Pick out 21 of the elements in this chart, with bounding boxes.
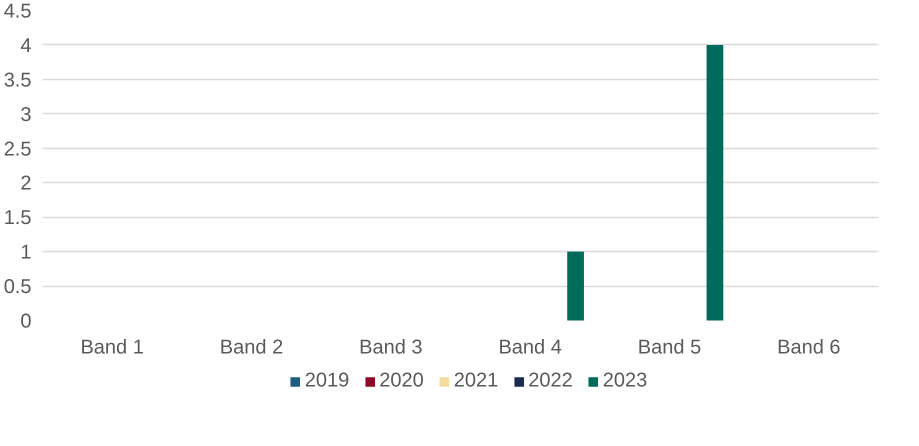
legend-label: 2022 bbox=[528, 370, 573, 392]
legend-label: 2020 bbox=[379, 370, 424, 392]
y-tick-label: 1.5 bbox=[4, 207, 32, 230]
x-tick-label: Band 5 bbox=[638, 336, 702, 358]
y-tick-label: 3.5 bbox=[4, 69, 32, 92]
y-tick-label: 2 bbox=[20, 172, 32, 195]
y-tick-label: 1 bbox=[20, 242, 32, 264]
legend-label: 2019 bbox=[304, 370, 350, 392]
x-tick-label: Band 6 bbox=[777, 336, 841, 358]
x-tick-label: Band 2 bbox=[220, 336, 284, 358]
y-tick-label: 4.5 bbox=[4, 0, 32, 22]
y-tick-label: 2.5 bbox=[4, 138, 32, 160]
y-tick-label: 0.5 bbox=[4, 276, 32, 298]
x-tick-label: Band 1 bbox=[80, 336, 144, 358]
legend-label: 2021 bbox=[454, 370, 498, 392]
y-tick-label: 0 bbox=[20, 310, 32, 332]
x-tick-label: Band 3 bbox=[359, 336, 423, 358]
x-tick-label: Band 4 bbox=[498, 336, 562, 358]
legend-label: 2023 bbox=[602, 370, 648, 392]
y-tick-label: 3 bbox=[20, 104, 32, 126]
y-tick-label: 4 bbox=[20, 34, 32, 57]
